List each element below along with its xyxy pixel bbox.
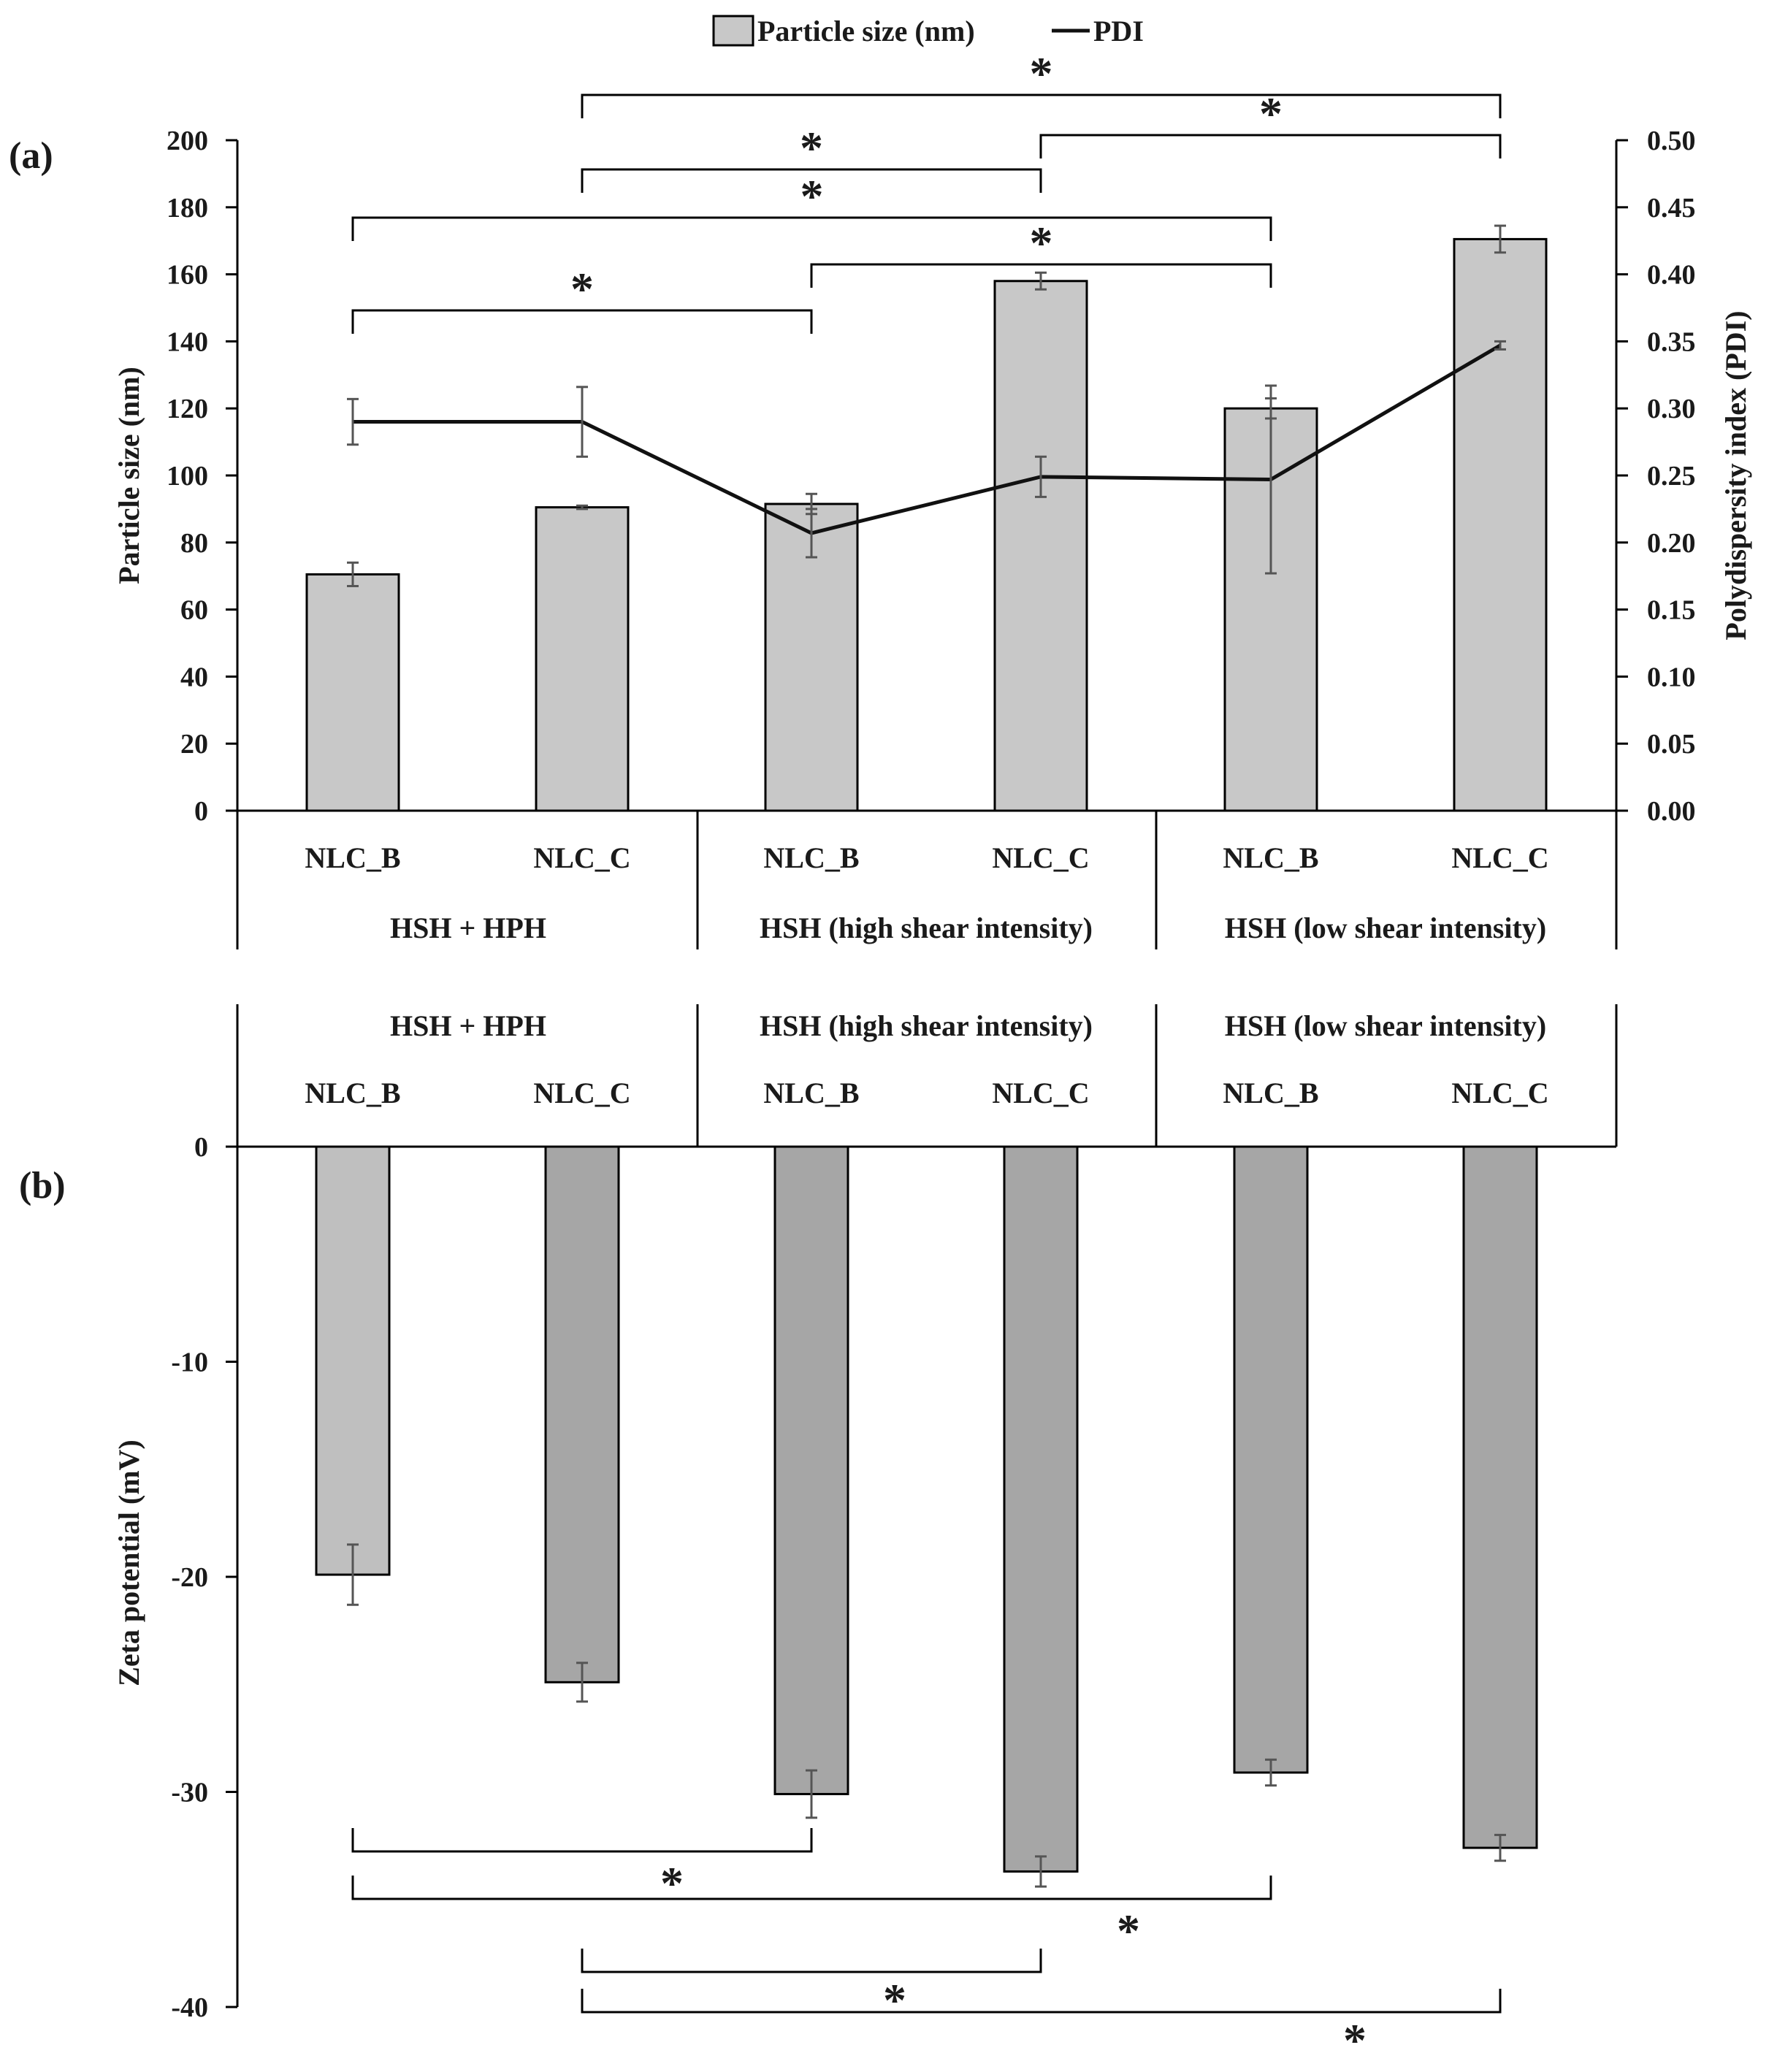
category-labels-b: NLC_B NLC_C NLC_B NLC_C NLC_B NLC_C [305, 1077, 1548, 1109]
zeta-potential-bar [1462, 1145, 1538, 1849]
y-tick-label-right: 0.10 [1647, 662, 1696, 692]
y-tick-label-left: 200 [167, 126, 208, 156]
significance-bracket-b [581, 1949, 1042, 1973]
y-tick-label-right: 0.30 [1647, 394, 1696, 424]
significance-star-a: * [1030, 217, 1053, 269]
significance-bracket-a [1039, 134, 1502, 158]
significance-star-b: * [1343, 2014, 1367, 2066]
panel-label-b: (b) [19, 1165, 66, 1207]
significance-star-b: * [660, 1857, 684, 1909]
y-tick-label-left: 160 [167, 260, 208, 291]
y-tick-label-right: 0.50 [1647, 126, 1696, 156]
category-label-a: NLC_C [1451, 841, 1548, 874]
y-tick-label-right: 0.05 [1647, 729, 1696, 760]
y-tick-label-b: -40 [171, 1992, 208, 2023]
zeta-potential-bar [1233, 1145, 1309, 1774]
y-tick-label-b: -10 [171, 1347, 208, 1378]
zeta-potential-bar [773, 1145, 849, 1795]
significance-bracket-b [351, 1828, 813, 1853]
particle-size-bar [305, 573, 400, 812]
y-tick-label-right: 0.00 [1647, 796, 1696, 827]
significance-bracket-b [581, 1989, 1502, 2014]
category-label-b: NLC_B [305, 1077, 400, 1109]
particle-size-bars [305, 224, 1548, 812]
significance-brackets-b: * * * * [351, 1828, 1502, 2066]
group-label-b: HSH (high shear intensity) [760, 1009, 1093, 1042]
category-label-a: NLC_C [992, 841, 1089, 874]
group-label-a: HSH (high shear intensity) [760, 911, 1093, 944]
zeta-potential-bar [544, 1145, 620, 1683]
group-labels-a: HSH + HPH HSH (high shear intensity) HSH (… [390, 911, 1546, 944]
significance-star-b: * [883, 1974, 906, 2026]
group-label-a: HSH + HPH [390, 911, 546, 944]
category-label-a: NLC_C [533, 841, 630, 874]
group-label-a: HSH (low shear intensity) [1225, 911, 1546, 944]
y-tick-label-right: 0.40 [1647, 260, 1696, 291]
y-tick-label-right: 0.15 [1647, 595, 1696, 626]
y-ticks-right-a: 0.00 0.05 0.10 0.15 0.20 0.25 0.30 0.35 0.40 0.45… [1616, 126, 1696, 827]
y-tick-label-b: 0 [194, 1132, 208, 1163]
legend-label-particle-size: Particle size (nm) [757, 15, 975, 47]
category-label-b: NLC_C [1451, 1077, 1548, 1109]
y-axis-title-right-a: Polydispersity index (PDI) [1719, 310, 1752, 640]
y-tick-label-left: 0 [194, 796, 208, 827]
significance-bracket-b [351, 1876, 1272, 1900]
significance-bracket-a [351, 216, 1272, 241]
group-label-b: HSH (low shear intensity) [1225, 1009, 1546, 1042]
y-ticks-left-a: 0 20 40 60 80 100 120 140 160 180 200 [167, 126, 237, 827]
significance-bracket-a [810, 263, 1272, 288]
y-tick-label-left: 20 [180, 729, 208, 760]
y-tick-label-b: -20 [171, 1562, 208, 1593]
category-label-a: NLC_B [305, 841, 400, 874]
legend-label-pdi: PDI [1093, 15, 1144, 47]
group-label-b: HSH + HPH [390, 1009, 546, 1042]
significance-bracket-a [581, 93, 1502, 118]
category-label-b: NLC_C [533, 1077, 630, 1109]
category-label-b: NLC_B [1223, 1077, 1318, 1109]
y-tick-label-right: 0.20 [1647, 528, 1696, 559]
pdi-series [347, 340, 1506, 575]
y-tick-label-left: 120 [167, 394, 208, 424]
category-label-b: NLC_C [992, 1077, 1089, 1109]
y-tick-label-left: 60 [180, 595, 208, 626]
significance-star-a: * [1030, 47, 1053, 99]
pdi-line [353, 343, 1502, 535]
significance-bracket-a [581, 168, 1042, 193]
y-tick-label-left: 180 [167, 193, 208, 223]
group-labels-b: HSH + HPH HSH (high shear intensity) HSH (… [390, 1009, 1546, 1042]
panel-label-a: (a) [9, 135, 53, 177]
significance-star-a: * [1259, 88, 1283, 139]
legend-a: Particle size (nm) PDI [712, 15, 1144, 47]
y-ticks-b: 0 -10 -20 -30 -40 [171, 1132, 237, 2023]
y-tick-label-left: 140 [167, 326, 208, 357]
significance-bracket-a [351, 309, 813, 334]
significance-star-a: * [800, 122, 823, 174]
y-tick-label-right: 0.25 [1647, 461, 1696, 492]
zeta-potential-bar [1003, 1145, 1079, 1873]
significance-brackets-a: ****** [351, 47, 1502, 334]
category-label-a: NLC_B [763, 841, 859, 874]
y-tick-label-right: 0.35 [1647, 326, 1696, 357]
y-tick-label-right: 0.45 [1647, 193, 1696, 223]
significance-star-b: * [1117, 1905, 1140, 1957]
zeta-potential-bars [315, 1145, 1538, 1888]
particle-size-bar [1453, 237, 1548, 812]
particle-size-bar [535, 506, 630, 812]
y-tick-label-left: 80 [180, 528, 208, 559]
y-tick-label-left: 100 [167, 461, 208, 492]
y-tick-label-left: 40 [180, 662, 208, 692]
y-axis-title-left-a: Particle size (nm) [112, 367, 145, 584]
significance-star-a: * [800, 170, 824, 222]
category-labels-a: NLC_B NLC_C NLC_B NLC_C NLC_B NLC_C [305, 841, 1548, 874]
category-label-b: NLC_B [763, 1077, 859, 1109]
y-tick-label-b: -30 [171, 1778, 208, 1808]
category-label-a: NLC_B [1223, 841, 1318, 874]
zeta-potential-bar [315, 1145, 391, 1576]
significance-star-a: * [570, 263, 594, 315]
legend-swatch-particle-size [712, 15, 754, 47]
y-axis-title-b: Zeta potential (mV) [112, 1440, 145, 1686]
particle-size-bar [993, 280, 1088, 812]
